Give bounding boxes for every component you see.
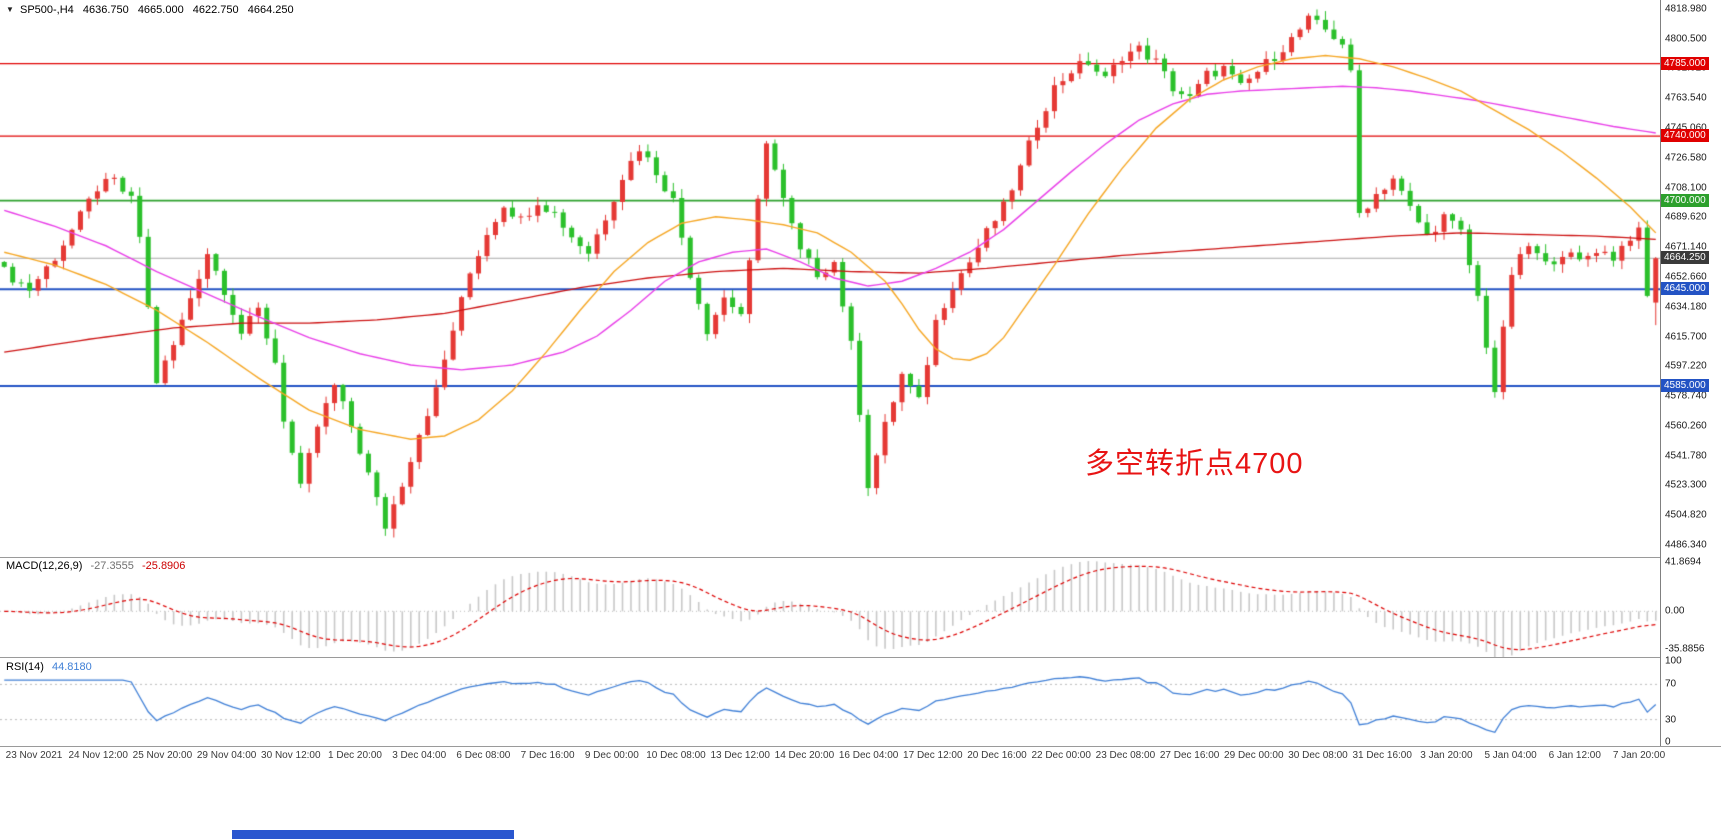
time-axis-label: 7 Dec 16:00 bbox=[520, 750, 575, 761]
price-axis-label: 4541.780 bbox=[1665, 450, 1707, 462]
time-axis-label: 10 Dec 08:00 bbox=[646, 750, 706, 761]
rsi-canvas[interactable] bbox=[0, 658, 1660, 746]
indicator-axis-label: 30 bbox=[1665, 714, 1677, 726]
macd-canvas[interactable] bbox=[0, 558, 1660, 657]
price-axis-label: 4560.260 bbox=[1665, 420, 1707, 432]
price-axis-label: 4689.620 bbox=[1665, 211, 1707, 223]
ohlc-low-value: 4622.750 bbox=[192, 4, 239, 16]
indicator-axis-label: 100 bbox=[1665, 655, 1682, 667]
price-axis-label: 4634.180 bbox=[1665, 301, 1707, 313]
price-axis-label: 4708.100 bbox=[1665, 182, 1707, 194]
ohlc-high-value: 4665.000 bbox=[137, 4, 184, 16]
price-axis[interactable]: 4818.9804800.5004782.0204763.5404745.060… bbox=[1660, 0, 1721, 748]
price-axis-label: 4818.980 bbox=[1665, 3, 1707, 15]
time-axis-label: 30 Dec 08:00 bbox=[1288, 750, 1348, 761]
time-axis-label: 25 Nov 20:00 bbox=[132, 750, 193, 761]
indicator-axis-label: -35.8856 bbox=[1665, 643, 1705, 655]
price-axis-label: 4671.140 bbox=[1665, 241, 1707, 253]
time-axis-label: 6 Jan 12:00 bbox=[1548, 750, 1601, 761]
time-axis-label: 3 Jan 20:00 bbox=[1420, 750, 1473, 761]
time-axis-label: 23 Dec 08:00 bbox=[1095, 750, 1156, 761]
time-axis-label: 20 Dec 16:00 bbox=[967, 750, 1027, 761]
level-price-badge: 4785.000 bbox=[1661, 56, 1709, 70]
time-axis-divider bbox=[0, 746, 1721, 747]
time-axis-label: 5 Jan 04:00 bbox=[1484, 750, 1537, 761]
time-axis-label: 30 Nov 12:00 bbox=[261, 750, 321, 761]
time-axis-label: 14 Dec 20:00 bbox=[774, 750, 835, 761]
chart-shift-arrow-icon: ▼ bbox=[6, 5, 14, 14]
level-price-badge: 4740.000 bbox=[1661, 129, 1709, 143]
price-axis-label: 4763.540 bbox=[1665, 92, 1707, 104]
indicator-axis-label: 70 bbox=[1665, 678, 1677, 690]
time-axis-label: 7 Jan 20:00 bbox=[1612, 750, 1666, 761]
rsi-value: 44.8180 bbox=[51, 661, 92, 673]
panel-splitter[interactable] bbox=[0, 557, 1721, 558]
time-axis-label: 6 Dec 08:00 bbox=[456, 750, 511, 761]
price-axis-label: 4597.220 bbox=[1665, 360, 1707, 372]
time-axis-label: 3 Dec 04:00 bbox=[392, 750, 447, 761]
price-axis-label: 4486.340 bbox=[1665, 539, 1707, 551]
macd-main-value: -27.3555 bbox=[90, 560, 134, 572]
symbol-info: ▼ SP500-,H4 4636.750 4665.000 4622.750 4… bbox=[6, 4, 300, 16]
ohlc-open-value: 4636.750 bbox=[82, 4, 129, 16]
ohlc-close-value: 4664.250 bbox=[247, 4, 294, 16]
time-axis-label: 22 Dec 00:00 bbox=[1031, 750, 1091, 761]
bottom-blue-bar bbox=[232, 830, 514, 839]
chart-annotation-text: 多空转折点4700 bbox=[1085, 448, 1304, 480]
rsi-title: RSI(14) bbox=[6, 661, 44, 673]
price-chart-canvas[interactable] bbox=[0, 0, 1660, 557]
time-axis-label: 1 Dec 20:00 bbox=[328, 750, 382, 761]
indicator-axis-label: 0.00 bbox=[1665, 605, 1685, 617]
price-axis-label: 4745.060 bbox=[1665, 122, 1707, 134]
macd-signal-value: -25.8906 bbox=[141, 560, 186, 572]
time-axis[interactable]: 23 Nov 2021 24 Nov 12:00 25 Nov 20:00 29 No… bbox=[0, 750, 1665, 764]
price-axis-label: 4800.500 bbox=[1665, 33, 1707, 45]
time-axis-label: 16 Dec 04:00 bbox=[838, 750, 899, 761]
time-axis-label: 23 Nov 2021 bbox=[5, 750, 63, 761]
time-axis-label: 24 Nov 12:00 bbox=[68, 750, 128, 761]
time-axis-label: 31 Dec 16:00 bbox=[1352, 750, 1412, 761]
indicator-axis-label: 0 bbox=[1665, 736, 1671, 748]
time-axis-label: 27 Dec 16:00 bbox=[1159, 750, 1220, 761]
time-axis-label: 13 Dec 12:00 bbox=[710, 750, 770, 761]
level-price-badge: 4585.000 bbox=[1661, 378, 1709, 392]
time-axis-label: 9 Dec 00:00 bbox=[584, 750, 639, 761]
symbol-period-label: SP500-,H4 bbox=[19, 4, 74, 16]
indicator-axis-label: 41.8694 bbox=[1665, 556, 1702, 568]
time-axis-label: 29 Nov 04:00 bbox=[196, 750, 257, 761]
panel-splitter[interactable] bbox=[0, 657, 1721, 658]
price-axis-label: 4652.660 bbox=[1665, 271, 1707, 283]
current-price-badge: 4664.250 bbox=[1661, 251, 1709, 265]
level-price-badge: 4645.000 bbox=[1661, 282, 1709, 296]
price-axis-label: 4578.740 bbox=[1665, 390, 1707, 402]
price-axis-label: 4523.300 bbox=[1665, 479, 1707, 491]
level-price-badge: 4700.000 bbox=[1661, 193, 1709, 207]
macd-title: MACD(12,26,9) bbox=[6, 560, 83, 572]
price-axis-label: 4726.580 bbox=[1665, 152, 1707, 164]
macd-indicator-label: MACD(12,26,9) -27.3555 -25.8906 bbox=[6, 560, 190, 572]
price-axis-label: 4615.700 bbox=[1665, 331, 1707, 342]
time-axis-label: 29 Dec 00:00 bbox=[1224, 750, 1284, 761]
rsi-indicator-label: RSI(14) 44.8180 bbox=[6, 661, 97, 673]
price-axis-label: 4504.820 bbox=[1665, 509, 1707, 521]
time-axis-label: 17 Dec 12:00 bbox=[903, 750, 963, 761]
